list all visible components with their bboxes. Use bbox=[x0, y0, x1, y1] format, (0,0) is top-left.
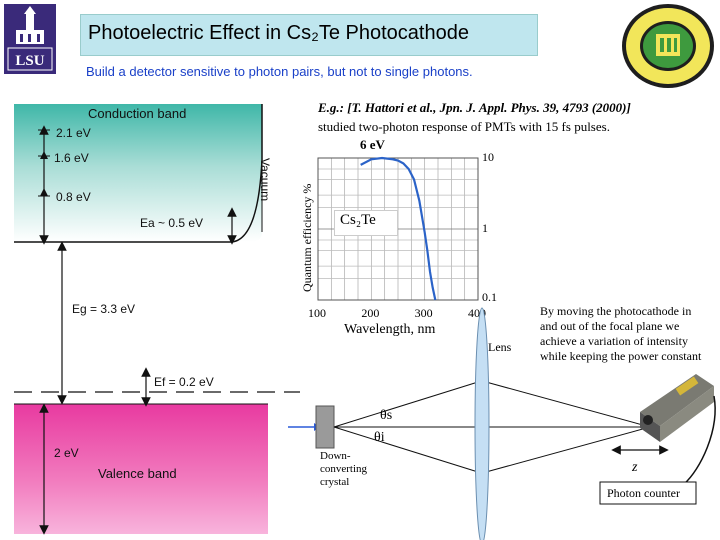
theta-i-label: θi bbox=[374, 430, 385, 445]
x-tick-label: 300 bbox=[414, 306, 433, 320]
setup-description: By moving the photocathode in and out of… bbox=[540, 304, 702, 363]
chart-xlabel: Wavelength, nm bbox=[344, 322, 436, 337]
y-tick-label: 1 bbox=[482, 221, 488, 235]
level-0-8: 0.8 eV bbox=[56, 190, 91, 204]
title-box bbox=[80, 14, 538, 56]
chart-frame bbox=[317, 157, 479, 301]
conduction-band-label: Conduction band bbox=[88, 106, 187, 121]
page-title: Photoelectric Effect in Cs₂Te Photocatho… bbox=[88, 22, 469, 44]
lens bbox=[474, 307, 490, 540]
annotation-box bbox=[334, 210, 398, 236]
level-1-6: 1.6 eV bbox=[54, 151, 89, 165]
seal-icon bbox=[622, 4, 714, 88]
counter-box bbox=[599, 481, 697, 505]
photon-counter-device bbox=[640, 374, 714, 442]
x-tick-label: 200 bbox=[361, 306, 380, 320]
counter-cable bbox=[683, 395, 716, 485]
y-tick-label: 0.1 bbox=[482, 290, 497, 304]
theta-s-label: θs bbox=[380, 408, 393, 423]
crystal-label: Down-converting crystal bbox=[320, 450, 368, 488]
svg-text:LSU: LSU bbox=[15, 53, 44, 69]
energy-label: 6 eV bbox=[360, 137, 385, 152]
lens-label: Lens bbox=[488, 340, 512, 354]
eg-label: Eg = 3.3 eV bbox=[72, 302, 136, 316]
citation: E.g.: [T. Hattori et al., Jpn. J. Appl. … bbox=[318, 100, 631, 115]
subtitle: Build a detector sensitive to photon pai… bbox=[86, 64, 473, 79]
ea-label: Ea ~ 0.5 eV bbox=[140, 216, 204, 230]
crystal-block bbox=[315, 405, 335, 449]
valence-band-area bbox=[14, 404, 268, 534]
valence-band-label: Valence band bbox=[98, 466, 177, 481]
counter-label: Photon counter bbox=[607, 486, 680, 500]
chart-annotation: Cs₂Te bbox=[340, 212, 376, 228]
conduction-band-area bbox=[14, 104, 262, 242]
valence-width-label: 2 eV bbox=[54, 446, 79, 460]
reference-note: studied two-photon response of PMTs with… bbox=[318, 119, 610, 134]
z-label: z bbox=[632, 460, 638, 475]
chart-series bbox=[360, 156, 437, 301]
lsu-logo-icon: LSU bbox=[4, 4, 56, 74]
x-tick-label: 100 bbox=[308, 306, 326, 320]
y-tick-label: 10 bbox=[482, 150, 494, 164]
qe-series-line bbox=[360, 156, 437, 301]
ef-label: Ef = 0.2 eV bbox=[154, 375, 214, 389]
level-2-1: 2.1 eV bbox=[56, 126, 91, 140]
